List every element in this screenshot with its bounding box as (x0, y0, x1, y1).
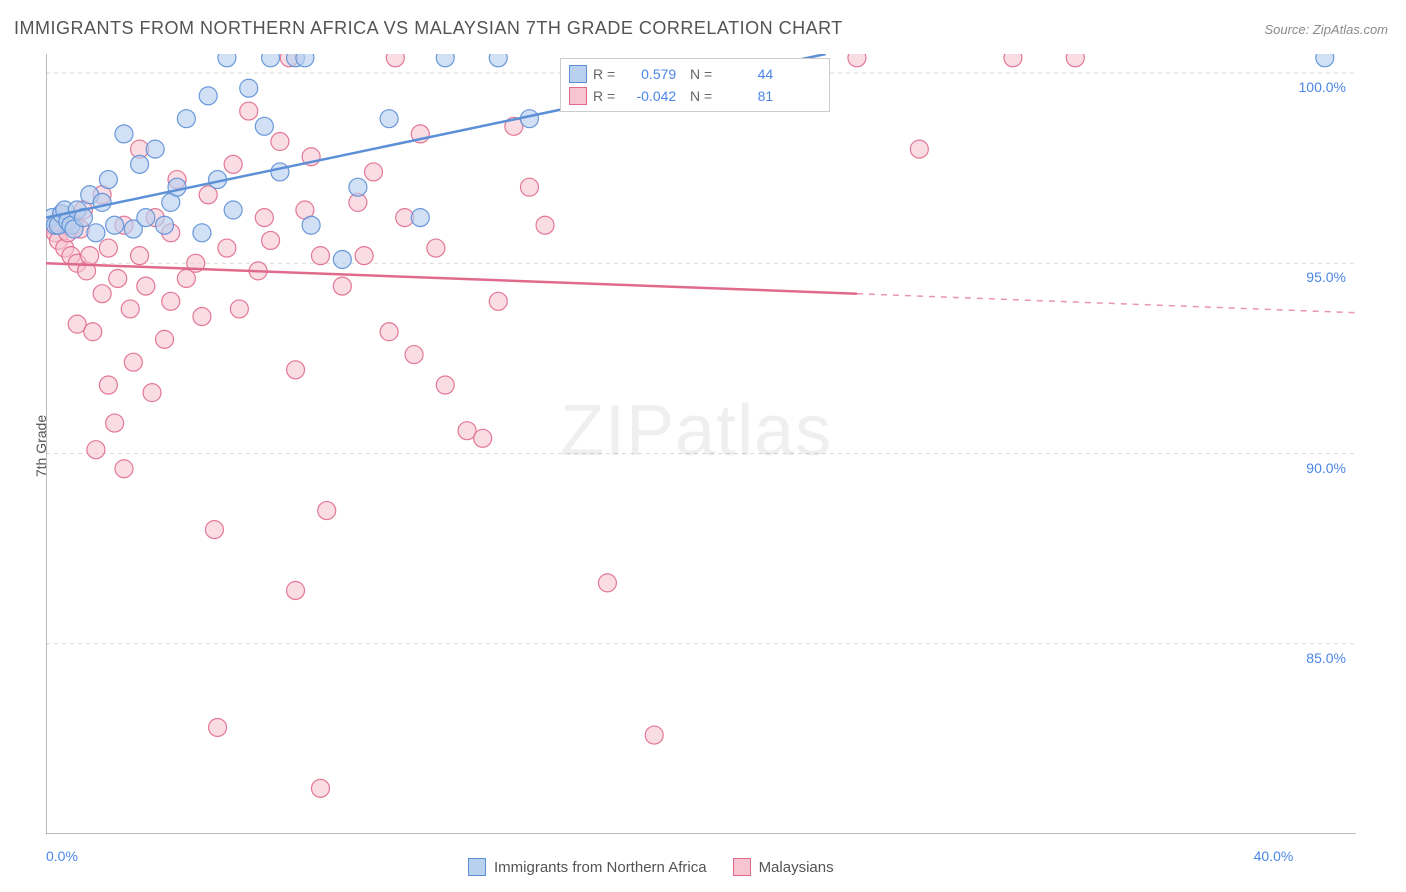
x-tick-label: 0.0% (46, 848, 78, 864)
series-legend: Immigrants from Northern Africa Malaysia… (468, 858, 834, 876)
y-tick-label: 100.0% (1286, 79, 1346, 95)
y-tick-label: 95.0% (1286, 269, 1346, 285)
y-tick-label: 85.0% (1286, 650, 1346, 666)
x-tick-label: 40.0% (1254, 848, 1294, 864)
legend-label-b: Malaysians (759, 859, 834, 876)
legend-label-a: Immigrants from Northern Africa (494, 859, 707, 876)
y-tick-label: 90.0% (1286, 460, 1346, 476)
scatter-plot (46, 54, 1356, 834)
source-label: Source: ZipAtlas.com (1264, 22, 1388, 37)
chart-title: IMMIGRANTS FROM NORTHERN AFRICA VS MALAY… (14, 18, 843, 39)
correlation-legend: R =0.579 N =44 R =-0.042 N =81 (560, 58, 830, 112)
